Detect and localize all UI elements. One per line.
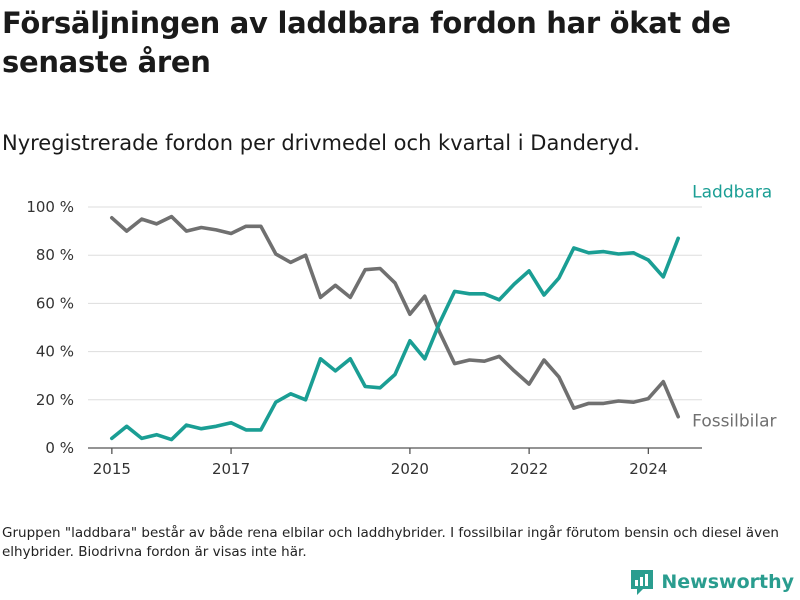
series-labels: Laddbara Fossilbilar <box>692 182 776 431</box>
y-tick-label: 40 % <box>36 343 74 361</box>
x-tick-label: 2022 <box>510 460 548 478</box>
page-title: Försäljningen av laddbara fordon har öka… <box>2 6 731 79</box>
brand-name: Newsworthy <box>661 571 794 593</box>
series-line-laddbara <box>110 236 681 442</box>
y-tick-label: 100 % <box>26 198 74 216</box>
series-lines <box>110 214 681 442</box>
y-tick-label: 60 % <box>36 294 74 312</box>
series-line-fossilbilar <box>110 214 681 419</box>
x-tick-label: 2024 <box>629 460 667 478</box>
brand-logo[interactable]: Newsworthy <box>629 568 794 596</box>
y-tick-label: 20 % <box>36 391 74 409</box>
grid-lines <box>88 206 702 401</box>
newsworthy-logo-icon <box>631 570 654 595</box>
series-label-fossilbilar: Fossilbilar <box>692 412 776 432</box>
x-tick-label: 2015 <box>93 460 131 478</box>
x-tick-label: 2020 <box>391 460 429 478</box>
x-tick-label: 2017 <box>212 460 250 478</box>
series-label-laddbara: Laddbara <box>692 182 772 202</box>
axes: 0 % 20 % 40 % 60 % 80 % 100 % 2015 2017 2020 2022… <box>26 198 702 478</box>
footnote: Gruppen "laddbara" består av både rena e… <box>2 525 779 560</box>
chart-subtitle: Nyregistrerade fordon per drivmedel och … <box>2 131 640 155</box>
y-tick-label: 0 % <box>45 439 74 457</box>
y-tick-label: 80 % <box>36 246 74 264</box>
